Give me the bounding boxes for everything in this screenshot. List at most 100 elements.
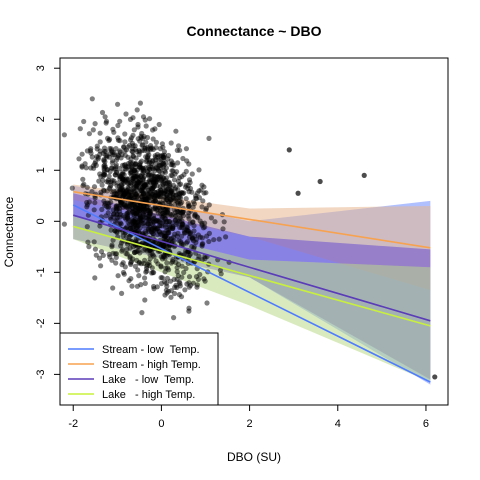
data-point	[111, 211, 117, 217]
data-point	[130, 143, 136, 149]
data-point	[190, 219, 196, 225]
data-point	[171, 177, 178, 183]
data-point	[90, 127, 96, 133]
data-point	[116, 193, 123, 199]
data-point	[119, 290, 125, 296]
data-point	[173, 128, 179, 134]
data-point	[153, 139, 159, 145]
data-point	[206, 230, 212, 236]
data-point	[185, 204, 192, 210]
data-point	[170, 182, 177, 188]
data-point	[131, 127, 137, 133]
data-point	[185, 186, 191, 192]
data-point	[113, 169, 119, 176]
data-point	[158, 165, 164, 171]
data-point	[174, 269, 180, 275]
data-point	[119, 262, 125, 268]
data-point	[182, 287, 188, 293]
data-point	[190, 204, 196, 210]
data-point	[119, 152, 125, 158]
data-point	[181, 269, 187, 276]
data-point	[176, 182, 182, 188]
data-point	[87, 148, 94, 154]
data-point	[130, 115, 136, 121]
data-point	[115, 101, 121, 107]
data-point	[119, 184, 125, 190]
data-point	[84, 184, 90, 190]
data-point	[191, 244, 197, 250]
data-point	[122, 139, 128, 145]
data-point	[84, 224, 90, 230]
data-point	[151, 254, 157, 260]
data-point	[128, 276, 134, 282]
data-point	[107, 145, 113, 152]
data-point	[115, 122, 121, 129]
x-tick-label: 6	[423, 418, 429, 430]
data-point	[176, 292, 182, 298]
data-point	[89, 189, 95, 195]
data-point	[201, 276, 207, 282]
data-point	[150, 230, 156, 236]
data-point	[186, 284, 192, 290]
regression-line-4	[73, 225, 431, 327]
data-point	[139, 310, 145, 316]
data-point	[143, 265, 150, 271]
data-point	[140, 114, 147, 120]
data-point	[221, 219, 227, 225]
data-point	[168, 188, 174, 194]
data-point	[100, 252, 106, 258]
data-point	[191, 238, 197, 244]
data-point	[127, 255, 133, 261]
data-point	[84, 204, 90, 210]
data-point	[122, 166, 128, 172]
data-point	[147, 177, 153, 183]
data-point	[86, 199, 92, 205]
data-point	[158, 177, 164, 183]
data-point	[88, 165, 94, 171]
data-point	[109, 242, 115, 248]
data-point	[196, 167, 202, 173]
y-tick-label: 1	[35, 167, 47, 173]
data-point	[133, 174, 139, 180]
data-point	[134, 167, 140, 173]
data-point	[110, 126, 116, 132]
data-point	[177, 198, 183, 204]
data-point	[208, 215, 214, 221]
data-point	[162, 168, 168, 174]
data-point	[132, 146, 139, 152]
data-point	[131, 249, 138, 256]
data-point	[154, 165, 160, 171]
data-point	[119, 248, 125, 254]
data-point	[92, 121, 98, 127]
data-point	[97, 139, 103, 145]
data-point	[163, 183, 169, 190]
data-point	[110, 285, 116, 291]
data-point	[206, 135, 212, 141]
y-tick-label: 0	[35, 218, 47, 224]
legend: Stream - low Temp. Stream - high Temp. Lak…	[59, 332, 219, 406]
data-point	[183, 265, 189, 272]
data-point	[162, 269, 168, 275]
data-point	[160, 160, 167, 166]
data-point	[137, 100, 143, 106]
data-point	[179, 263, 185, 269]
data-point	[216, 236, 222, 242]
data-point	[123, 111, 129, 117]
x-axis-title: DBO (SU)	[227, 450, 281, 464]
data-point	[142, 257, 148, 263]
data-point	[104, 179, 110, 185]
data-point	[145, 164, 152, 171]
data-point	[149, 164, 155, 170]
data-point	[136, 151, 142, 158]
data-point	[174, 233, 180, 239]
data-point	[89, 154, 95, 160]
data-point	[189, 171, 195, 177]
data-point	[109, 160, 115, 166]
data-point	[134, 187, 140, 193]
data-point	[151, 219, 157, 225]
y-tick-label: -1	[35, 267, 47, 277]
data-point	[165, 156, 171, 162]
legend-label-2: Stream - high Temp.	[102, 359, 201, 371]
data-point	[199, 241, 205, 248]
